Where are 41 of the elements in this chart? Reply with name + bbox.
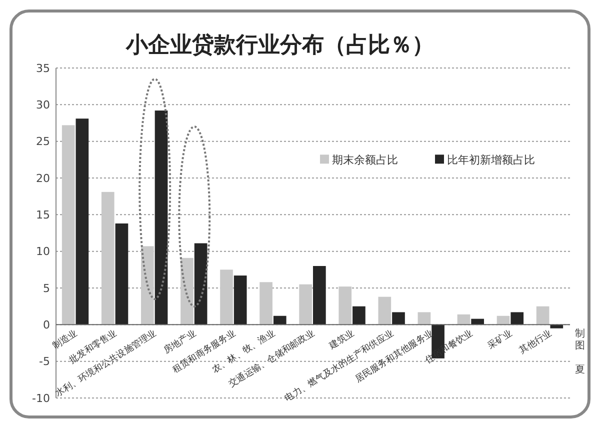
legend-label: 期末余额占比 <box>332 154 398 167</box>
y-tick-label: 15 <box>36 208 50 222</box>
text: 制图 <box>575 328 585 352</box>
y-tick-label: 20 <box>36 172 50 185</box>
text: 夏 <box>575 364 585 376</box>
y-tick-label: -5 <box>39 355 50 368</box>
x-tick-label: 其他行业 <box>517 328 554 356</box>
y-tick-label: -10 <box>32 392 50 405</box>
bar <box>550 324 564 328</box>
bar <box>338 286 352 325</box>
bar <box>141 246 154 325</box>
chart-title: 小企业贷款行业分布（占比％） <box>125 33 434 58</box>
bar <box>115 223 128 325</box>
x-tick-label: 制造业 <box>50 328 80 352</box>
y-tick-label: 5 <box>43 282 50 295</box>
bar <box>220 270 233 325</box>
bar <box>299 284 312 325</box>
legend-label: 比年初新增额占比 <box>447 154 535 167</box>
bar <box>101 192 114 325</box>
x-tick-label: 采矿业 <box>486 328 514 352</box>
bar <box>273 316 286 325</box>
bar <box>62 125 75 325</box>
bar <box>418 312 431 325</box>
bar <box>457 314 470 325</box>
bar <box>536 306 550 325</box>
bar <box>510 312 524 325</box>
bar <box>154 110 168 325</box>
bar <box>352 306 366 325</box>
y-tick-label: 0 <box>43 318 50 332</box>
y-tick-label: 30 <box>36 98 50 112</box>
bar <box>378 296 392 325</box>
bar <box>260 282 272 325</box>
bar <box>76 118 89 325</box>
y-tick-label: 25 <box>36 135 50 148</box>
bar <box>313 266 326 325</box>
bar <box>392 312 405 325</box>
bar <box>180 258 194 325</box>
y-tick-label: 35 <box>36 62 50 75</box>
bar <box>234 276 247 325</box>
bar <box>194 243 208 325</box>
y-tick-label: 10 <box>36 245 50 258</box>
